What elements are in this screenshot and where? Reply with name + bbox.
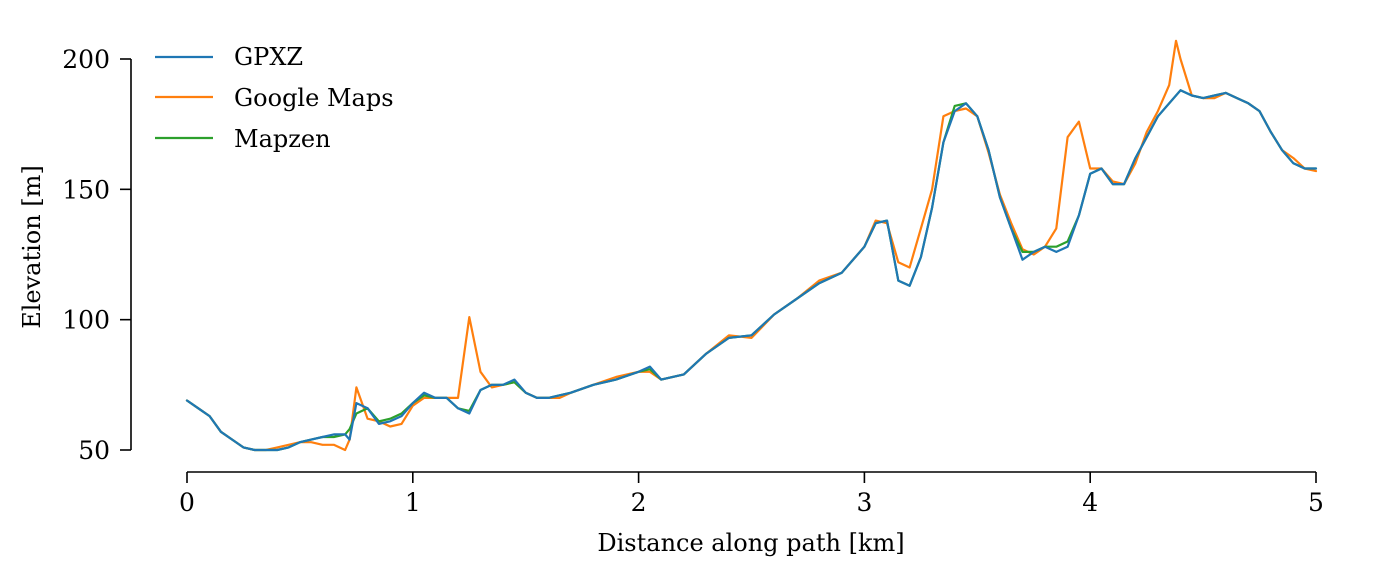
x-tick-label: 4	[1082, 488, 1098, 517]
y-axis-label: Elevation [m]	[18, 165, 46, 329]
legend-label-mapzen: Mapzen	[234, 125, 331, 153]
legend-item-google-maps: Google Maps	[155, 84, 394, 112]
x-axis-label: Distance along path [km]	[597, 529, 904, 557]
legend-item-mapzen: Mapzen	[155, 125, 331, 153]
y-tick-label: 200	[62, 45, 110, 74]
x-tick-label: 3	[856, 488, 872, 517]
x-tick-label: 0	[179, 488, 195, 517]
x-ticks: 0 1 2 3 4 5	[179, 472, 1324, 517]
legend: GPXZ Google Maps Mapzen	[155, 43, 394, 153]
y-tick-label: 100	[62, 306, 110, 335]
y-ticks: 50 100 150 200	[62, 45, 131, 465]
series-lines	[185, 39, 1318, 452]
legend-item-gpxz: GPXZ	[155, 43, 303, 71]
y-tick-label: 50	[78, 436, 110, 465]
x-tick-label: 2	[631, 488, 647, 517]
y-tick-label: 150	[62, 175, 110, 204]
x-tick-label: 5	[1308, 488, 1324, 517]
legend-label-google-maps: Google Maps	[234, 84, 394, 112]
series-line-gpxz	[185, 89, 1318, 452]
x-tick-label: 1	[405, 488, 421, 517]
legend-label-gpxz: GPXZ	[234, 43, 303, 71]
